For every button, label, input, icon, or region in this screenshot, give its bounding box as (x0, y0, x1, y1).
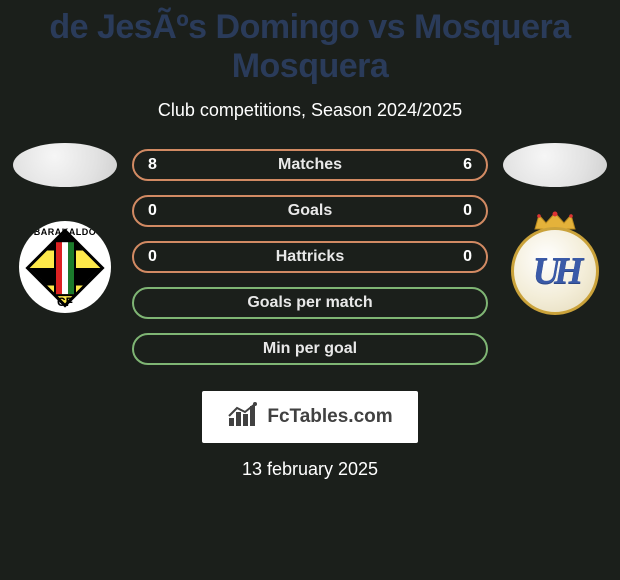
left-crest: BARAKALDO CF (15, 217, 115, 317)
left-player-silhouette (13, 143, 117, 187)
stat-row: 0 Goals 0 (132, 195, 488, 227)
stat-label: Goals (288, 202, 332, 220)
stat-right-value: 0 (463, 202, 472, 220)
stat-row: Min per goal (132, 333, 488, 365)
right-side: UH (500, 149, 610, 365)
stat-row: 8 Matches 6 (132, 149, 488, 181)
stat-row: 0 Hattricks 0 (132, 241, 488, 273)
stat-row: Goals per match (132, 287, 488, 319)
right-crest: UH (505, 217, 605, 317)
stat-label: Hattricks (276, 248, 344, 266)
stat-right-value: 0 (463, 248, 472, 266)
comparison-panel: BARAKALDO CF 8Matches60Goals00Hattricks0… (0, 149, 620, 365)
left-crest-bottom-text: CF (19, 295, 111, 309)
page-title: de JesÃºs Domingo vs Mosquera Mosquera (10, 8, 610, 86)
brand-text: FcTables.com (267, 406, 392, 428)
stat-right-value: 6 (463, 156, 472, 174)
brand-badge: FcTables.com (202, 391, 418, 443)
footer-date: 13 february 2025 (242, 459, 378, 480)
stat-left-value: 8 (148, 156, 157, 174)
left-side: BARAKALDO CF (10, 149, 120, 365)
stat-left-value: 0 (148, 202, 157, 220)
page-subtitle: Club competitions, Season 2024/2025 (10, 100, 610, 121)
stat-left-value: 0 (148, 248, 157, 266)
stat-label: Min per goal (263, 340, 357, 358)
stat-label: Goals per match (247, 294, 372, 312)
chart-icon (227, 402, 261, 433)
stat-label: Matches (278, 156, 342, 174)
right-player-silhouette (503, 143, 607, 187)
stats-column: 8 Matches 6 0 Goals 0 0 Hattricks 0 Goals per mat… (132, 149, 488, 365)
right-crest-monogram: UH (533, 249, 578, 293)
